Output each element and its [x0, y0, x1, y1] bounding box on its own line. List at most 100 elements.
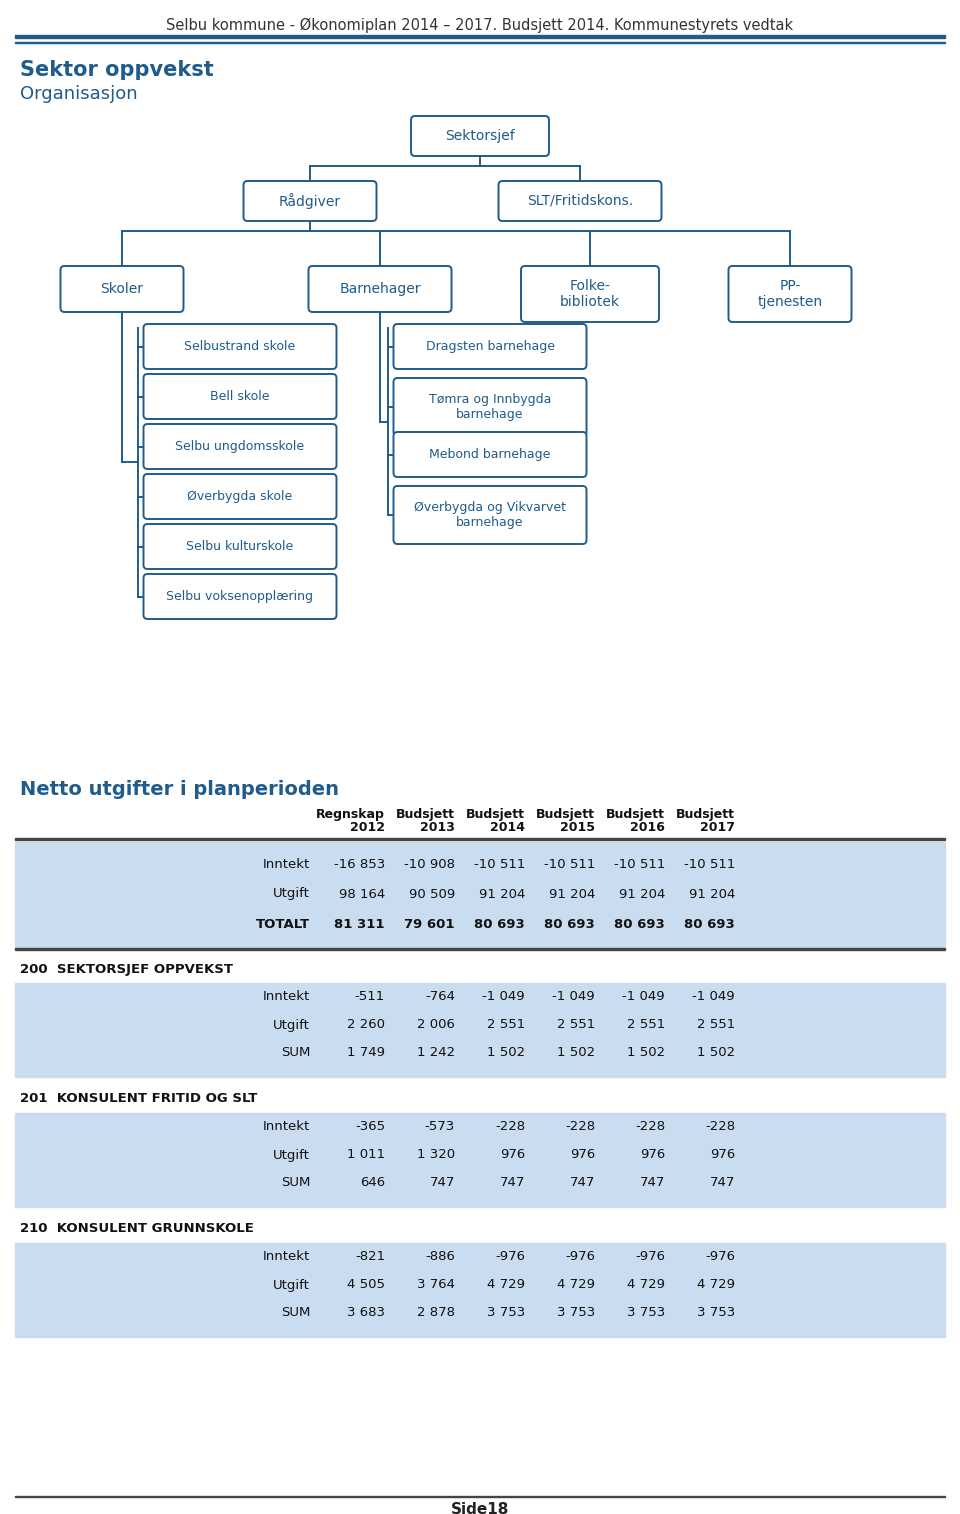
- Text: 1 502: 1 502: [697, 1046, 735, 1060]
- Text: -228: -228: [705, 1120, 735, 1134]
- Text: 81 311: 81 311: [334, 917, 385, 931]
- FancyBboxPatch shape: [411, 117, 549, 156]
- Text: 3 753: 3 753: [487, 1307, 525, 1320]
- Text: Selbu voksenopplæring: Selbu voksenopplæring: [166, 590, 314, 603]
- Text: 201  KONSULENT FRITID OG SLT: 201 KONSULENT FRITID OG SLT: [20, 1093, 257, 1105]
- Text: 79 601: 79 601: [404, 917, 455, 931]
- Text: Selbu ungdomsskole: Selbu ungdomsskole: [176, 441, 304, 453]
- Text: -573: -573: [424, 1120, 455, 1134]
- Text: 4 729: 4 729: [557, 1278, 595, 1291]
- FancyBboxPatch shape: [143, 574, 337, 619]
- Text: -365: -365: [355, 1120, 385, 1134]
- Text: 98 164: 98 164: [339, 887, 385, 901]
- Text: Utgift: Utgift: [274, 887, 310, 901]
- Text: SLT/Fritidskons.: SLT/Fritidskons.: [527, 194, 633, 207]
- Text: -10 511: -10 511: [473, 857, 525, 871]
- Text: 91 204: 91 204: [688, 887, 735, 901]
- Text: Inntekt: Inntekt: [263, 990, 310, 1004]
- Text: -976: -976: [565, 1251, 595, 1264]
- Text: 2014: 2014: [490, 821, 525, 834]
- Text: -886: -886: [425, 1251, 455, 1264]
- FancyBboxPatch shape: [143, 524, 337, 569]
- Text: 2015: 2015: [560, 821, 595, 834]
- Text: SUM: SUM: [280, 1176, 310, 1190]
- Bar: [15, 842, 945, 946]
- Text: 2 878: 2 878: [417, 1307, 455, 1320]
- Text: Regnskap: Regnskap: [316, 808, 385, 821]
- Text: 2 006: 2 006: [418, 1019, 455, 1031]
- Text: Sektor oppvekst: Sektor oppvekst: [20, 61, 214, 80]
- Text: -16 853: -16 853: [334, 857, 385, 871]
- Text: Øverbygda og Vikvarvet
barnehage: Øverbygda og Vikvarvet barnehage: [414, 501, 566, 528]
- FancyBboxPatch shape: [143, 474, 337, 519]
- Text: 91 204: 91 204: [548, 887, 595, 901]
- Text: 3 753: 3 753: [627, 1307, 665, 1320]
- Text: Bell skole: Bell skole: [210, 391, 270, 403]
- Text: Selbu kommune - Økonomiplan 2014 – 2017. Budsjett 2014. Kommunestyrets vedtak: Selbu kommune - Økonomiplan 2014 – 2017.…: [166, 18, 794, 33]
- Text: 747: 747: [709, 1176, 735, 1190]
- Text: 91 204: 91 204: [479, 887, 525, 901]
- Text: Mebond barnehage: Mebond barnehage: [429, 448, 551, 460]
- Text: Side18: Side18: [451, 1502, 509, 1514]
- Text: Inntekt: Inntekt: [263, 1251, 310, 1264]
- Text: 2 260: 2 260: [347, 1019, 385, 1031]
- Text: 3 753: 3 753: [557, 1307, 595, 1320]
- FancyBboxPatch shape: [143, 424, 337, 469]
- Text: Budsjett: Budsjett: [466, 808, 525, 821]
- Text: PP-
tjenesten: PP- tjenesten: [757, 279, 823, 309]
- Text: Dragsten barnehage: Dragsten barnehage: [425, 341, 555, 353]
- Text: 2 551: 2 551: [697, 1019, 735, 1031]
- Text: 747: 747: [639, 1176, 665, 1190]
- FancyBboxPatch shape: [143, 324, 337, 369]
- Text: SUM: SUM: [280, 1046, 310, 1060]
- Text: Øverbygda skole: Øverbygda skole: [187, 491, 293, 503]
- Text: 200  SEKTORSJEF OPPVEKST: 200 SEKTORSJEF OPPVEKST: [20, 963, 233, 975]
- Text: 80 693: 80 693: [684, 917, 735, 931]
- Text: Skoler: Skoler: [101, 282, 143, 297]
- Text: -511: -511: [355, 990, 385, 1004]
- Text: Utgift: Utgift: [274, 1019, 310, 1031]
- Text: -10 511: -10 511: [543, 857, 595, 871]
- Text: -764: -764: [425, 990, 455, 1004]
- FancyBboxPatch shape: [308, 266, 451, 312]
- Text: -228: -228: [564, 1120, 595, 1134]
- Text: Folke-
bibliotek: Folke- bibliotek: [560, 279, 620, 309]
- Text: -1 049: -1 049: [692, 990, 735, 1004]
- Text: Utgift: Utgift: [274, 1278, 310, 1291]
- Text: 210  KONSULENT GRUNNSKOLE: 210 KONSULENT GRUNNSKOLE: [20, 1222, 253, 1235]
- Text: -976: -976: [635, 1251, 665, 1264]
- Text: 1 749: 1 749: [347, 1046, 385, 1060]
- Bar: [15, 837, 945, 840]
- Text: -1 049: -1 049: [482, 990, 525, 1004]
- Text: 976: 976: [639, 1149, 665, 1161]
- FancyBboxPatch shape: [521, 266, 659, 322]
- Text: 4 729: 4 729: [627, 1278, 665, 1291]
- Bar: [15, 948, 945, 949]
- Text: 2 551: 2 551: [627, 1019, 665, 1031]
- Text: TOTALT: TOTALT: [256, 917, 310, 931]
- Text: 747: 747: [499, 1176, 525, 1190]
- Text: 4 729: 4 729: [697, 1278, 735, 1291]
- Text: 3 764: 3 764: [417, 1278, 455, 1291]
- Text: -1 049: -1 049: [622, 990, 665, 1004]
- FancyBboxPatch shape: [244, 182, 376, 221]
- Text: Budsjett: Budsjett: [396, 808, 455, 821]
- Text: 2 551: 2 551: [557, 1019, 595, 1031]
- Text: -976: -976: [495, 1251, 525, 1264]
- Text: Budsjett: Budsjett: [606, 808, 665, 821]
- Bar: [15, 1243, 945, 1337]
- Text: Budsjett: Budsjett: [676, 808, 735, 821]
- Bar: [15, 983, 945, 1076]
- Text: 2016: 2016: [630, 821, 665, 834]
- Text: -976: -976: [705, 1251, 735, 1264]
- Text: Budsjett: Budsjett: [536, 808, 595, 821]
- Text: 976: 976: [569, 1149, 595, 1161]
- Text: 747: 747: [569, 1176, 595, 1190]
- FancyBboxPatch shape: [394, 486, 587, 544]
- Text: 90 509: 90 509: [409, 887, 455, 901]
- Text: -10 908: -10 908: [404, 857, 455, 871]
- Text: 747: 747: [430, 1176, 455, 1190]
- Text: Utgift: Utgift: [274, 1149, 310, 1161]
- Text: SUM: SUM: [280, 1307, 310, 1320]
- Bar: [15, 35, 945, 38]
